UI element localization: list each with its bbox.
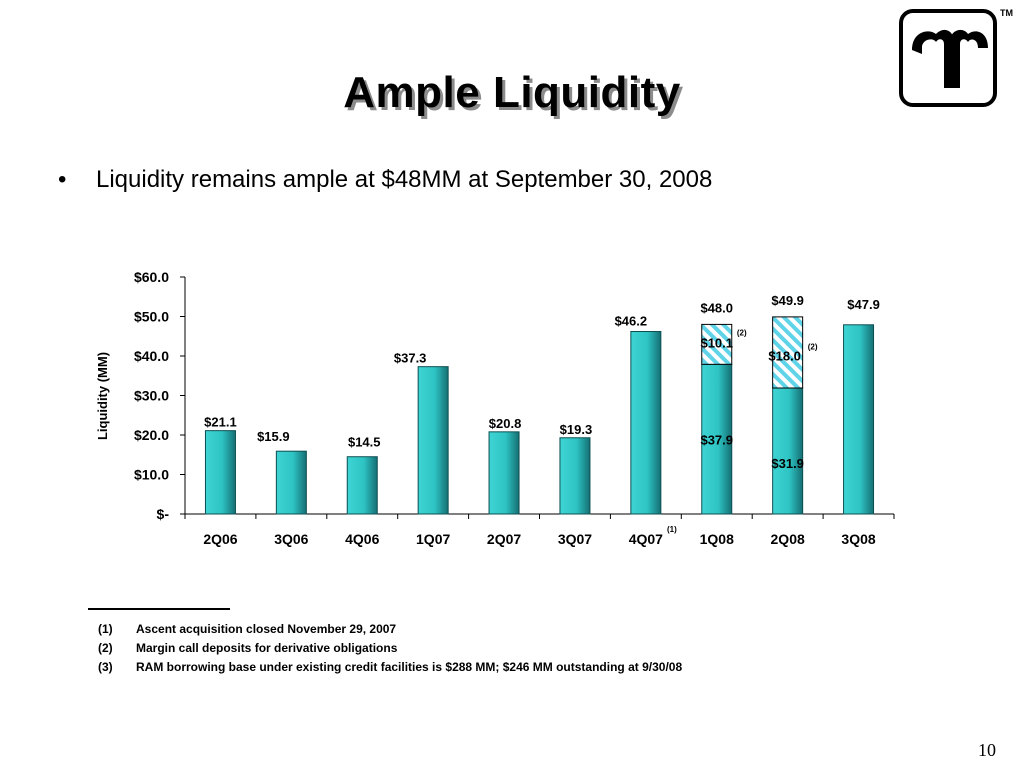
footnote-text: Ascent acquisition closed November 29, 2… [136, 622, 397, 636]
bar-2Q06 [204, 430, 236, 515]
data-label-total: $14.5 [348, 435, 381, 450]
bar-4Q06 [346, 456, 378, 515]
data-label-base: $37.9 [700, 432, 733, 447]
data-label-total: $48.0 [700, 300, 733, 315]
data-label-segment: $10.1 [700, 335, 733, 350]
y-tick-label: $20.0 [134, 427, 169, 443]
bar-1Q07 [417, 366, 449, 515]
x-tick-label: 1Q07 [416, 531, 450, 547]
x-tick-label: 3Q08 [841, 531, 875, 547]
bar-2Q07 [488, 431, 520, 515]
footnote-divider [88, 608, 230, 610]
footnote-text: Margin call deposits for derivative obli… [136, 641, 398, 655]
y-axis-label: Liquidity (MM) [95, 352, 110, 440]
company-logo-icon [899, 9, 997, 107]
y-tick-label: $40.0 [134, 348, 169, 364]
y-tick-label: $50.0 [134, 309, 169, 325]
data-label-superscript: (2) [737, 328, 747, 337]
bar-3Q08 [843, 324, 875, 515]
bar-2Q08 [772, 387, 804, 515]
slide-title: Ample Liquidity [343, 68, 681, 117]
bullet-text: Liquidity remains ample at $48MM at Sept… [96, 166, 713, 193]
x-tick-label: 1Q08 [700, 531, 734, 547]
x-tick-label: 4Q06 [345, 531, 379, 547]
x-tick-label: 2Q06 [203, 531, 237, 547]
bar-3Q06 [275, 450, 307, 515]
data-label-total: $46.2 [615, 314, 648, 329]
x-tick-label: 2Q07 [487, 531, 521, 547]
x-tick-label: 4Q07 [629, 531, 663, 547]
y-tick-label: $30.0 [134, 388, 169, 404]
bar-segment-2Q08 [772, 316, 804, 389]
bar-3Q07 [559, 437, 591, 515]
bar-1Q08 [701, 363, 733, 515]
y-tick-label: $10.0 [134, 467, 169, 483]
data-label-total: $21.1 [204, 415, 237, 430]
y-tick-label: $- [157, 506, 170, 522]
page-number: 10 [978, 740, 996, 760]
data-label-total: $49.9 [771, 293, 804, 308]
x-tick-label: 3Q06 [274, 531, 308, 547]
x-tick-label: 2Q08 [771, 531, 805, 547]
data-label-total: $15.9 [257, 429, 290, 444]
liquidity-bar-chart: Liquidity (MM) $- $10.0 $20.0 $30.0 $40.0 $50.… [95, 269, 895, 547]
data-label-segment: $18.0 [768, 348, 801, 363]
footnote-number: (2) [98, 641, 113, 655]
x-tick-label: 3Q07 [558, 531, 592, 547]
data-label-superscript: (2) [808, 342, 818, 351]
trademark-symbol: TM [1000, 8, 1013, 18]
data-label-total: $47.9 [847, 297, 880, 312]
data-label-base: $31.9 [771, 456, 804, 471]
bar-segment-1Q08 [701, 323, 733, 365]
y-tick-label: $60.0 [134, 269, 169, 285]
bar-4Q07 [630, 331, 662, 515]
x-tick-superscript: (1) [667, 525, 677, 534]
footnote-number: (3) [98, 660, 113, 674]
data-label-total: $19.3 [560, 422, 593, 437]
data-label-total: $20.8 [489, 416, 522, 431]
footnote-number: (1) [98, 622, 113, 636]
footnote-text: RAM borrowing base under existing credit… [136, 660, 683, 674]
data-label-total: $37.3 [394, 351, 427, 366]
bullet-dot: • [58, 166, 67, 193]
